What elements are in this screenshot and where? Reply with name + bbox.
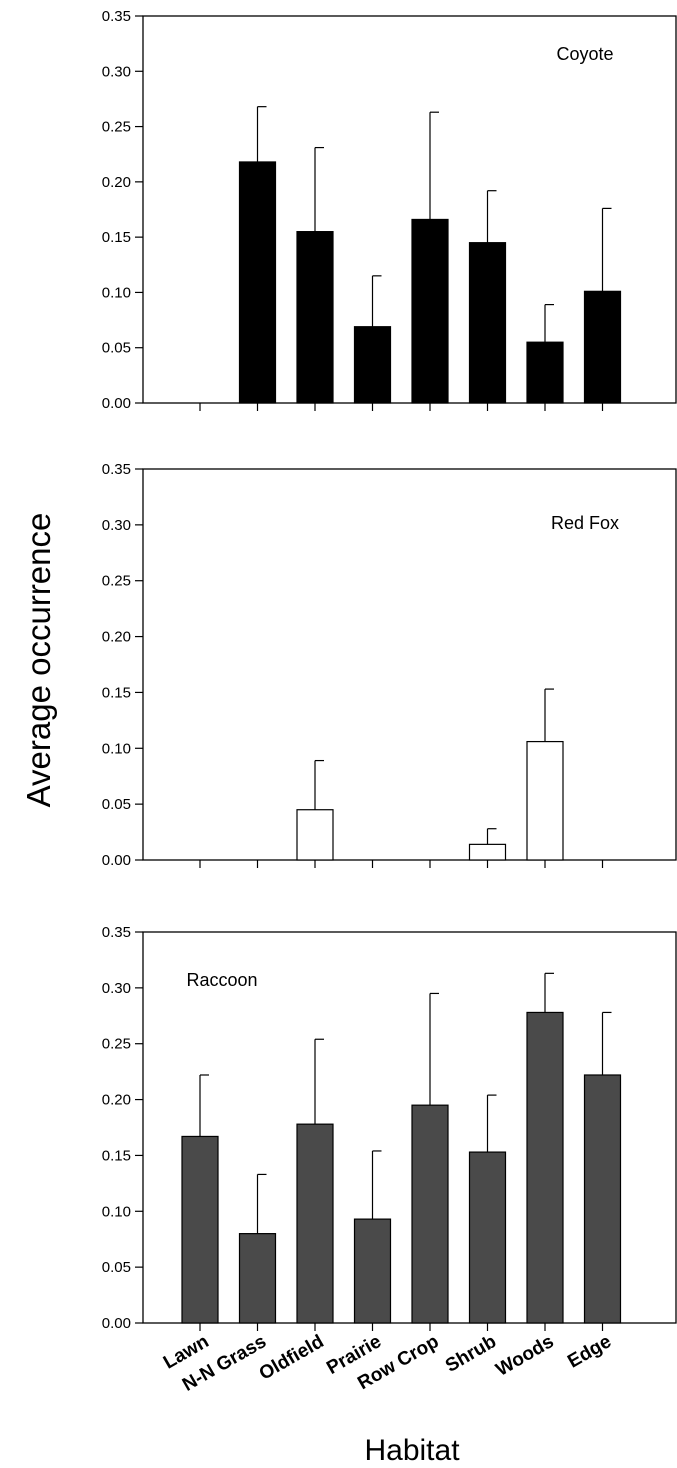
bar-shrub (468, 242, 507, 404)
bar-edge (583, 1074, 622, 1324)
y-tick-label: 0.35 (102, 461, 131, 478)
bar-prairie (353, 1218, 392, 1324)
bar-woods (526, 1011, 564, 1324)
x-tick-label: Edge (564, 1331, 615, 1372)
bar-prairie (353, 326, 392, 404)
y-tick-label: 0.30 (102, 980, 131, 997)
bar-edge (583, 290, 622, 404)
plot-frame (142, 468, 677, 861)
y-axis-title: Average occurrence (20, 513, 57, 808)
bar-n-n-grass (238, 161, 277, 404)
panel-label: Red Fox (551, 513, 619, 533)
y-tick-label: 0.30 (102, 517, 131, 534)
y-tick-label: 0.25 (102, 573, 131, 590)
y-tick-label: 0.35 (102, 8, 131, 25)
y-tick-label: 0.30 (102, 63, 131, 80)
bar-woods (526, 341, 564, 404)
y-tick-label: 0.10 (102, 284, 131, 301)
y-tick-label: 0.15 (102, 684, 131, 701)
panel-label: Coyote (556, 44, 613, 64)
y-tick-label: 0.00 (102, 395, 131, 412)
panel-red-fox: 0.00 0.05 0.10 0.15 0.20 0.25 0.30 0.35 Red Fox (102, 461, 677, 869)
bar-row-crop (411, 1104, 449, 1324)
panel-raccoon: 0.000.050.100.150.200.250.300.35RaccoonL… (102, 924, 677, 1396)
plot-frame (142, 931, 677, 1324)
bar-lawn (181, 1135, 219, 1324)
bar-oldfield (296, 1123, 334, 1324)
y-tick-label: 0.10 (102, 1203, 131, 1220)
y-tick-label: 0.20 (102, 629, 131, 646)
y-tick-label: 0.15 (102, 1147, 131, 1164)
bar-oldfield (296, 809, 334, 861)
x-tick-label: Woods (492, 1331, 557, 1381)
x-axis-title: Habitat (364, 1434, 460, 1467)
bar-n-n-grass (238, 1233, 277, 1324)
y-tick-label: 0.20 (102, 1092, 131, 1109)
y-tick-label: 0.25 (102, 1036, 131, 1053)
y-tick-label: 0.15 (102, 229, 131, 246)
bar-shrub (468, 843, 507, 861)
y-tick-label: 0.05 (102, 1259, 131, 1276)
y-tick-label: 0.05 (102, 796, 131, 813)
y-tick-label: 0.00 (102, 1315, 131, 1332)
y-tick-label: 0.00 (102, 852, 131, 869)
bar-woods (526, 740, 564, 861)
bar-shrub (468, 1151, 507, 1324)
y-tick-label: 0.05 (102, 340, 131, 357)
y-tick-label: 0.25 (102, 119, 131, 136)
bar-row-crop (411, 218, 449, 404)
plot-frame (142, 15, 677, 404)
y-tick-label: 0.35 (102, 924, 131, 941)
panel-label: Raccoon (186, 970, 257, 990)
x-tick-label: Oldfield (256, 1331, 328, 1385)
bar-oldfield (296, 231, 334, 404)
y-tick-label: 0.10 (102, 740, 131, 757)
panel-coyote: 0.00 0.05 0.10 0.15 0.20 0.25 0.30 0.35 Coyote (102, 8, 677, 412)
x-tick-label: Shrub (442, 1331, 500, 1377)
y-tick-label: 0.20 (102, 174, 131, 191)
chart-panels: 0.000.050.100.150.200.250.300.35Coyote0.… (102, 8, 677, 1396)
